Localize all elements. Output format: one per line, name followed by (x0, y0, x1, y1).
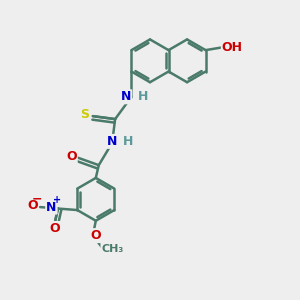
Text: −: − (32, 192, 42, 205)
Text: O: O (91, 229, 101, 242)
Text: O: O (27, 199, 38, 212)
Text: OH: OH (222, 41, 243, 54)
Text: N: N (46, 201, 57, 214)
Text: H: H (138, 90, 148, 103)
Text: O: O (50, 222, 60, 235)
Text: O: O (66, 150, 77, 163)
Text: N: N (107, 135, 117, 148)
Text: S: S (80, 108, 89, 121)
Text: H: H (123, 135, 134, 148)
Text: N: N (121, 90, 131, 103)
Text: CH₃: CH₃ (101, 244, 123, 254)
Text: +: + (53, 195, 62, 205)
